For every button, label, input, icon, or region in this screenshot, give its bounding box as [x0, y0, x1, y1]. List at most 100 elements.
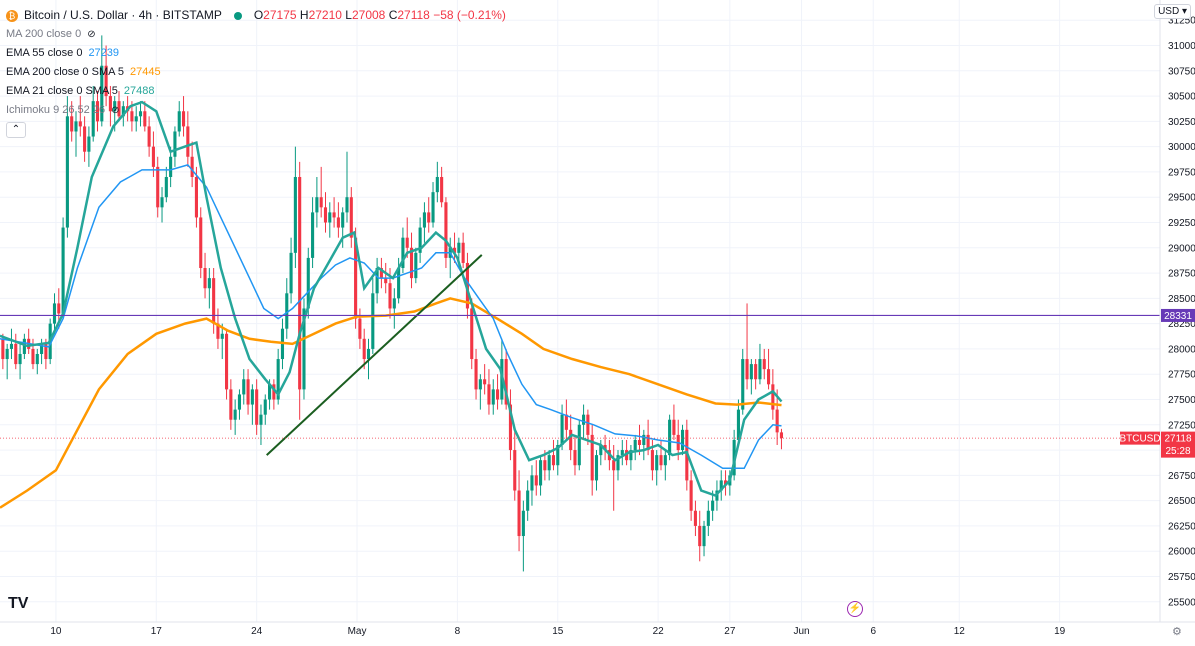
- indicator-ema21[interactable]: EMA 21 close 0 SMA 5 27488: [6, 85, 155, 97]
- candle: [672, 404, 676, 440]
- candle-body: [164, 176, 168, 198]
- time-axis[interactable]: 10 17 24 May 8 15 22 27 Jun 6 12 19: [0, 621, 1195, 637]
- candle-body: [177, 111, 181, 132]
- currency-selector[interactable]: USD ▾: [1154, 4, 1191, 19]
- candle-body: [418, 227, 422, 253]
- time-tick-label: 6: [870, 626, 876, 637]
- candle: [379, 257, 383, 289]
- candle-body: [508, 404, 513, 451]
- price-tick-label: 28750: [1168, 269, 1195, 280]
- candle-body: [650, 450, 654, 471]
- time-tick-label: 24: [251, 626, 263, 637]
- candle: [444, 197, 448, 269]
- candle: [564, 399, 568, 440]
- candle-body: [190, 156, 194, 177]
- candle-body: [272, 384, 276, 400]
- candle: [143, 101, 147, 132]
- time-tick-label: Jun: [793, 626, 809, 637]
- candle: [702, 520, 706, 557]
- svg-text:25:28: 25:28: [1165, 446, 1190, 457]
- candle-body: [582, 414, 586, 425]
- candle-body: [586, 414, 590, 435]
- candle: [147, 116, 151, 157]
- indicator-ichimoku[interactable]: Ichimoku 9 26 52 26 ⊘: [6, 101, 506, 120]
- tradingview-logo-icon[interactable]: TV: [8, 595, 29, 612]
- candle: [526, 480, 530, 521]
- candle: [530, 465, 534, 506]
- indicator-ema200[interactable]: EMA 200 close 0 SMA 5 27445: [6, 66, 161, 78]
- price-tick-label: 28500: [1168, 294, 1195, 305]
- candle: [573, 434, 577, 476]
- candle-body: [156, 166, 160, 208]
- candle-body: [138, 111, 143, 117]
- candle-body: [539, 460, 543, 486]
- hidden-eye-icon[interactable]: ⊘: [111, 105, 120, 116]
- candle: [435, 161, 439, 203]
- price-tick-label: 27750: [1168, 370, 1195, 381]
- candle-body: [672, 419, 676, 435]
- price-tick-label: 28250: [1168, 319, 1195, 330]
- candle-body: [181, 111, 186, 127]
- price-tick-label: 27250: [1168, 420, 1195, 431]
- candle: [220, 323, 224, 360]
- candle-body: [422, 212, 426, 228]
- symbol-row[interactable]: ₿ Bitcoin / U.S. Dollar · 4h · BITSTAMP …: [6, 6, 506, 25]
- candle-body: [427, 212, 431, 223]
- candle-body: [130, 111, 134, 122]
- bitcoin-icon: ₿: [6, 9, 18, 22]
- candle-body: [117, 101, 121, 117]
- lightning-event-icon[interactable]: ⚡: [847, 601, 863, 617]
- candle-body: [517, 490, 521, 537]
- candle-body: [758, 359, 762, 380]
- candle-body: [268, 384, 272, 400]
- candle-body: [663, 455, 667, 466]
- price-tick-label: 27500: [1168, 395, 1195, 406]
- time-tick-label: 19: [1054, 626, 1066, 637]
- candle: [177, 101, 181, 137]
- candle-body: [95, 101, 100, 122]
- candle-body: [680, 429, 685, 451]
- indicator-ma200[interactable]: MA 200 close 0 ⊘: [6, 25, 506, 44]
- candle: [616, 450, 620, 481]
- candle: [199, 207, 203, 279]
- candle-body: [323, 207, 328, 223]
- candle-body: [1, 338, 5, 360]
- candle-body: [276, 359, 280, 400]
- candle-body: [762, 359, 766, 370]
- indicator-ema55[interactable]: EMA 55 close 0 27239: [6, 47, 120, 59]
- candle: [328, 202, 332, 238]
- collapse-legend-button[interactable]: ⌃: [6, 122, 26, 138]
- candle-body: [478, 379, 482, 390]
- candle: [577, 419, 581, 471]
- candle-body: [242, 379, 246, 395]
- candle-body: [594, 455, 599, 481]
- candle: [749, 359, 753, 395]
- candle: [633, 434, 637, 461]
- candle-body: [345, 197, 349, 213]
- candle-body: [263, 399, 267, 415]
- svg-text:BTCUSD: BTCUSD: [1119, 434, 1160, 445]
- candle-body: [216, 323, 220, 339]
- chart-settings-icon[interactable]: ⚙: [1172, 626, 1182, 638]
- candle-body: [52, 303, 57, 324]
- hidden-eye-icon[interactable]: ⊘: [87, 29, 96, 40]
- candle: [517, 470, 521, 552]
- candle-body: [354, 237, 358, 319]
- price-tick-label: 31000: [1168, 41, 1195, 52]
- candle: [246, 369, 250, 415]
- candle: [723, 470, 728, 496]
- market-status-icon[interactable]: [233, 11, 242, 20]
- candle-body: [483, 379, 487, 385]
- candle: [689, 470, 693, 521]
- symbol-price-label: BTCUSD 27118 25:28: [1119, 431, 1195, 458]
- candle-body: [560, 414, 564, 446]
- candle: [736, 399, 740, 446]
- candle: [242, 369, 246, 405]
- candle-body: [577, 424, 581, 466]
- trendline[interactable]: [266, 254, 483, 456]
- candle-body: [461, 242, 465, 263]
- candle-body: [349, 197, 353, 238]
- price-tick-label: 26750: [1168, 471, 1195, 482]
- candle: [586, 409, 590, 446]
